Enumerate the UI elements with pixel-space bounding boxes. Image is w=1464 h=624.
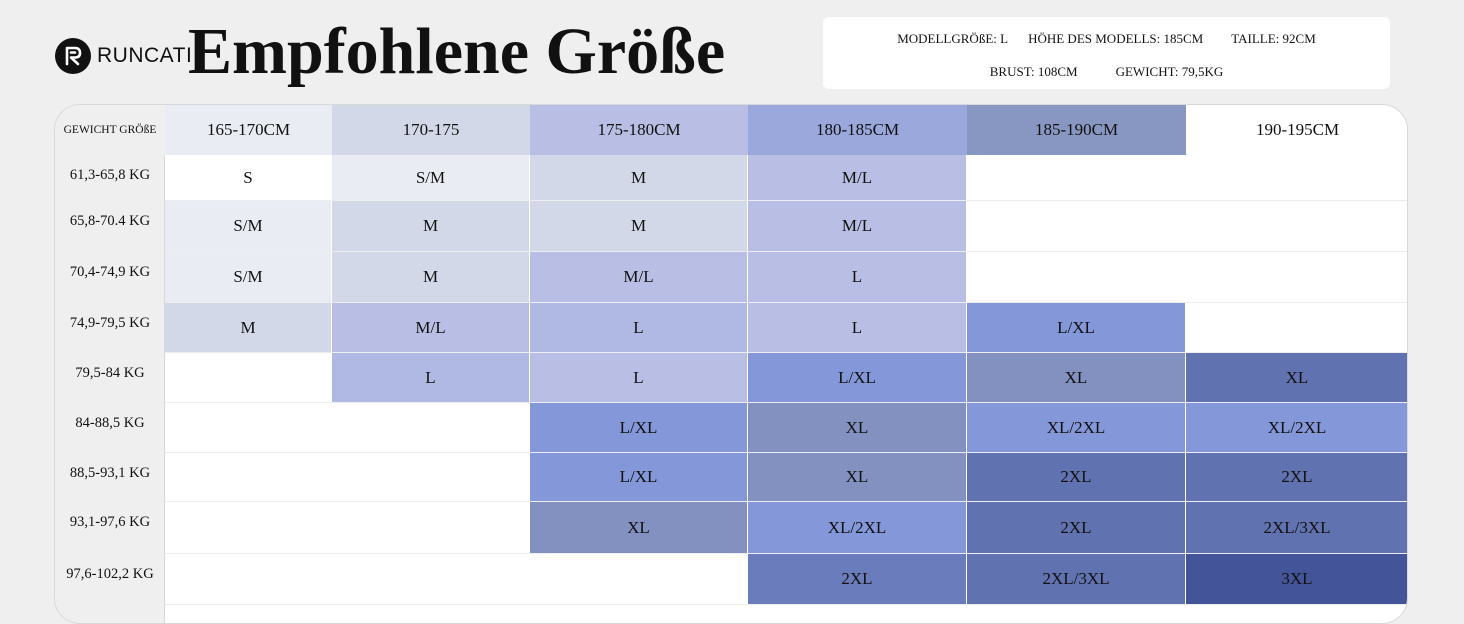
size-cell: S/M xyxy=(165,201,332,252)
size-cell: XL xyxy=(530,502,748,554)
size-cell: S xyxy=(165,155,332,201)
size-cell: M xyxy=(530,201,748,252)
size-cell: 3XL xyxy=(1186,554,1407,605)
size-cell: L/XL xyxy=(530,403,748,453)
size-cell xyxy=(1186,155,1407,201)
row-header: 93,1-97,6 KG xyxy=(69,514,151,530)
size-cell xyxy=(165,554,332,605)
row-header: 70,4-74,9 KG xyxy=(69,264,151,280)
row-divider xyxy=(165,501,1407,502)
model-info-box: MODELLGRÖßE: L HÖHE DES MODELLS: 185CM T… xyxy=(823,17,1390,89)
weight-row-headers: 61,3-65,8 KG 65,8-70.4 KG 70,4-74,9 KG 74,9… xyxy=(55,155,165,623)
row-divider xyxy=(165,402,1407,403)
column-header: 190-195CM xyxy=(1186,105,1407,155)
size-cell: L xyxy=(332,353,530,403)
size-cell xyxy=(530,554,748,605)
size-cell: M/L xyxy=(332,303,530,353)
column-header: 175-180CM xyxy=(530,105,748,155)
column-header: 170-175 xyxy=(332,105,530,155)
size-cell: XL xyxy=(748,403,967,453)
brand-name: RUNCATI xyxy=(97,44,193,67)
row-header: 97,6-102,2 KG xyxy=(66,566,154,582)
size-cell: M xyxy=(332,252,530,303)
size-cell: M/L xyxy=(748,155,967,201)
row-divider xyxy=(165,200,1407,201)
row-divider xyxy=(165,302,1407,303)
size-cell: 2XL/3XL xyxy=(1186,502,1407,554)
size-cell: 2XL xyxy=(967,502,1186,554)
runcati-logo-icon xyxy=(55,38,91,74)
size-cell xyxy=(165,502,332,554)
size-chart-table: GEWICHT GRÖßE 61,3-65,8 KG 65,8-70.4 KG 70… xyxy=(54,104,1408,624)
size-cell: 2XL xyxy=(748,554,967,605)
row-divider xyxy=(165,352,1407,353)
row-header: 65,8-70.4 KG xyxy=(69,213,151,229)
size-cell: L/XL xyxy=(967,303,1186,353)
size-cell: L xyxy=(530,353,748,403)
model-weight: GEWICHT: 79,5KG xyxy=(1115,64,1224,79)
size-cell: M xyxy=(530,155,748,201)
size-cell: L/XL xyxy=(748,353,967,403)
size-cell: 2XL/3XL xyxy=(967,554,1186,605)
model-size: MODELLGRÖßE: L xyxy=(897,31,1009,46)
row-divider xyxy=(165,604,1407,605)
size-cell: XL xyxy=(748,453,967,502)
column-header: 185-190CM xyxy=(967,105,1186,155)
model-chest: BRUST: 108CM xyxy=(989,64,1078,79)
row-divider xyxy=(165,452,1407,453)
size-cell: M xyxy=(165,303,332,353)
row-header: 84-88,5 KG xyxy=(75,415,145,431)
size-cell: 2XL xyxy=(1186,453,1407,502)
size-cell: S/M xyxy=(332,155,530,201)
size-cell xyxy=(967,201,1186,252)
size-cell xyxy=(1186,201,1407,252)
size-cell xyxy=(1186,303,1407,353)
size-cell xyxy=(332,403,530,453)
page-title: Empfohlene Größe xyxy=(188,15,726,88)
size-cell: XL/2XL xyxy=(748,502,967,554)
size-cell xyxy=(332,453,530,502)
size-cell: L xyxy=(748,303,967,353)
model-waist: TAILLE: 92CM xyxy=(1231,31,1316,46)
size-cell xyxy=(165,453,332,502)
row-divider xyxy=(165,553,1407,554)
size-cell: XL/2XL xyxy=(1186,403,1407,453)
size-cell: XL xyxy=(1186,353,1407,403)
row-header: 88,5-93,1 KG xyxy=(69,465,151,481)
model-height: HÖHE DES MODELLS: 185CM xyxy=(1028,31,1204,46)
column-header: 180-185CM xyxy=(748,105,967,155)
size-cell xyxy=(967,252,1186,303)
corner-label: GEWICHT GRÖßE xyxy=(55,105,165,155)
row-header: 79,5-84 KG xyxy=(75,365,145,381)
size-cell: L xyxy=(530,303,748,353)
size-cell: 2XL xyxy=(967,453,1186,502)
size-cell: M/L xyxy=(748,201,967,252)
size-cell: S/M xyxy=(165,252,332,303)
size-cell xyxy=(332,554,530,605)
row-divider xyxy=(165,251,1407,252)
row-header: 74,9-79,5 KG xyxy=(69,315,151,331)
size-cell: XL/2XL xyxy=(967,403,1186,453)
size-cell xyxy=(1186,252,1407,303)
size-cell: L/XL xyxy=(530,453,748,502)
row-header: 61,3-65,8 KG xyxy=(69,167,151,183)
size-cell xyxy=(165,403,332,453)
size-cell xyxy=(967,155,1186,201)
size-cell: XL xyxy=(967,353,1186,403)
column-header: 165-170CM xyxy=(165,105,332,155)
size-cell: M/L xyxy=(530,252,748,303)
brand-logo: RUNCATI xyxy=(55,38,192,74)
size-cell: L xyxy=(748,252,967,303)
size-cell xyxy=(165,353,332,403)
size-cell: M xyxy=(332,201,530,252)
size-cell xyxy=(332,502,530,554)
